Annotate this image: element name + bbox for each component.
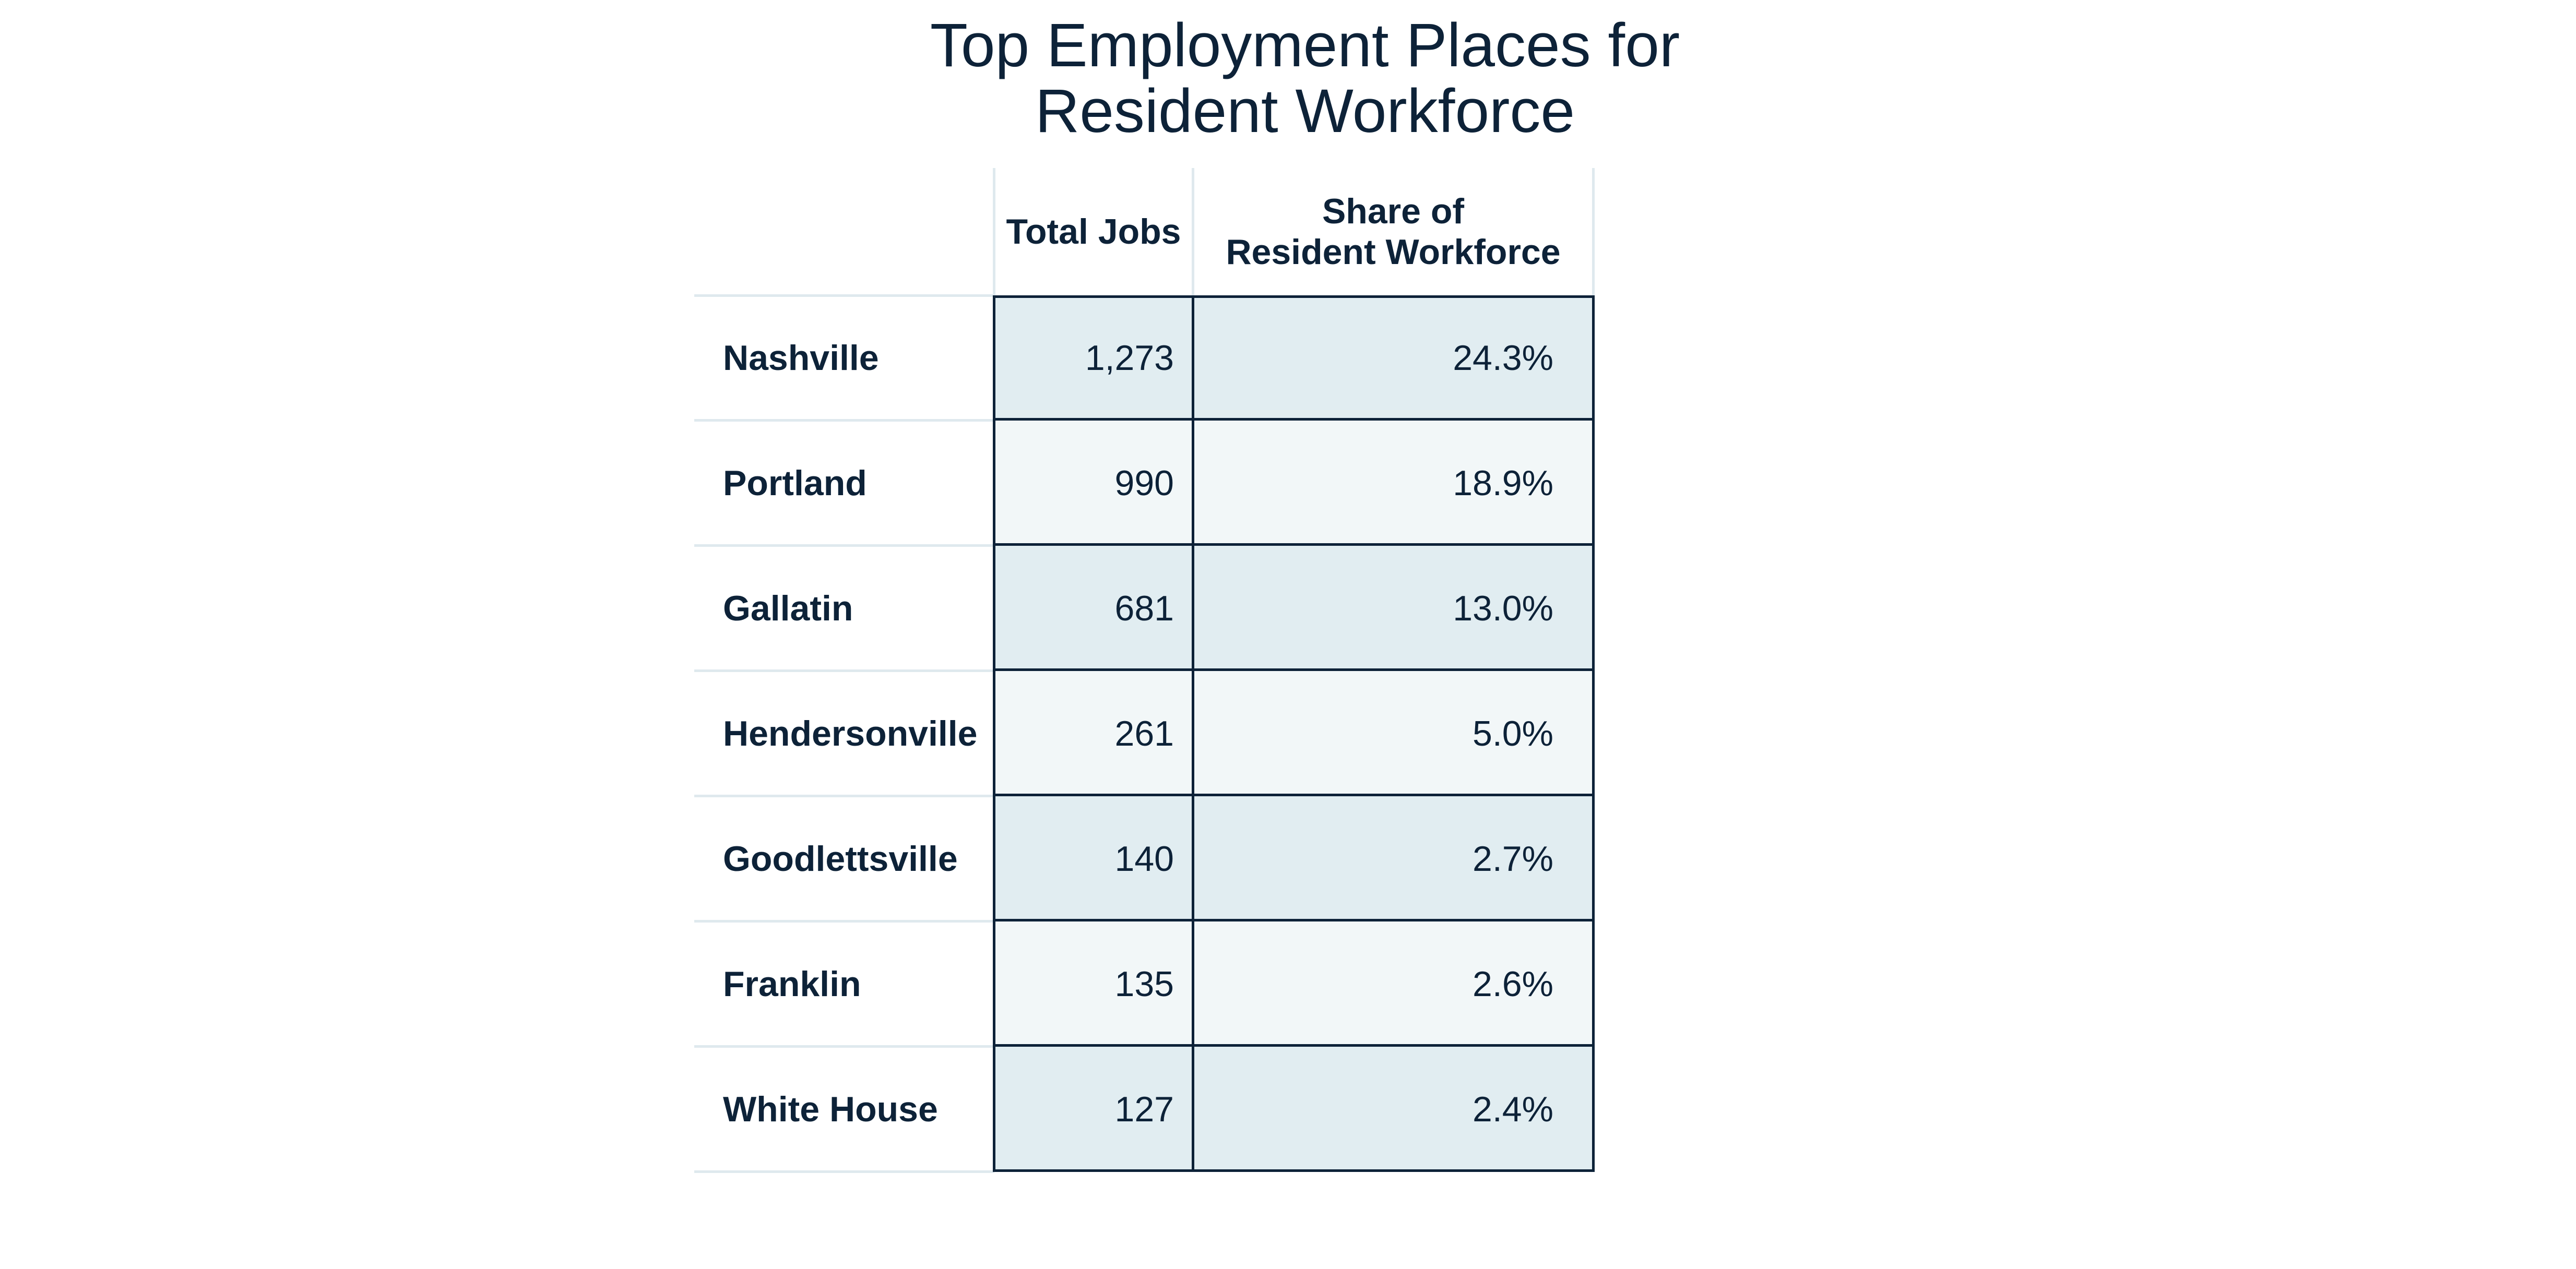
share-cell: 2.4%: [1192, 1047, 1595, 1172]
row-label-place: Hendersonville: [723, 714, 978, 753]
header-divider-middle: [1192, 168, 1194, 295]
row-divider: [694, 294, 994, 297]
row-label-place: White House: [723, 1090, 938, 1129]
header-divider-right: [1592, 168, 1595, 295]
row-divider: [694, 1045, 994, 1048]
chart-title-line-2: Resident Workforce: [1035, 77, 1575, 146]
share-cell: 2.7%: [1192, 796, 1595, 921]
share-cell: 13.0%: [1192, 546, 1595, 671]
row-divider: [694, 544, 994, 547]
total-jobs-cell: 140: [993, 796, 1194, 921]
share-cell: 18.9%: [1192, 421, 1595, 546]
column-header-share: Share of Resident Workforce: [1194, 168, 1592, 295]
total-jobs-cell: 261: [993, 671, 1194, 796]
column-header-share-line-1: Share of: [1322, 191, 1465, 231]
column-header-total-jobs-line-1: Total Jobs: [1006, 212, 1181, 252]
total-jobs-cell: 990: [993, 421, 1194, 546]
row-divider: [694, 795, 994, 797]
table-row: Franklin 135 2.6%: [694, 921, 1595, 1048]
row-label-place: Franklin: [723, 964, 861, 1004]
chart-title: Top Employment Places for Resident Workf…: [574, 13, 2036, 144]
row-label-place: Nashville: [723, 338, 879, 378]
table-row: Hendersonville 261 5.0%: [694, 671, 1595, 797]
row-divider: [694, 669, 994, 672]
total-jobs-cell: 127: [993, 1047, 1194, 1172]
row-label-place: Goodlettsville: [723, 839, 958, 879]
table-row: White House 127 2.4%: [694, 1047, 1595, 1173]
column-header-total-jobs: Total Jobs: [995, 168, 1192, 295]
header-divider-left: [993, 168, 995, 295]
row-divider: [694, 1170, 994, 1173]
table-row: Goodlettsville 140 2.7%: [694, 796, 1595, 923]
table-row: Nashville 1,273 24.3%: [694, 294, 1595, 422]
row-divider: [694, 419, 994, 422]
employment-table: Total Jobs Share of Resident Workforce N…: [694, 168, 1595, 1173]
share-cell: 2.6%: [1192, 921, 1595, 1047]
share-cell: 5.0%: [1192, 671, 1595, 796]
row-divider: [694, 920, 994, 923]
share-cell: 24.3%: [1192, 295, 1595, 421]
table-row: Portland 990 18.9%: [694, 421, 1595, 547]
total-jobs-cell: 135: [993, 921, 1194, 1047]
total-jobs-cell: 681: [993, 546, 1194, 671]
row-label-place: Gallatin: [723, 589, 853, 628]
row-label-place: Portland: [723, 463, 867, 503]
column-header-share-line-2: Resident Workforce: [1226, 232, 1561, 272]
chart-title-line-1: Top Employment Places for: [930, 11, 1680, 80]
total-jobs-cell: 1,273: [993, 295, 1194, 421]
table-row: Gallatin 681 13.0%: [694, 546, 1595, 672]
